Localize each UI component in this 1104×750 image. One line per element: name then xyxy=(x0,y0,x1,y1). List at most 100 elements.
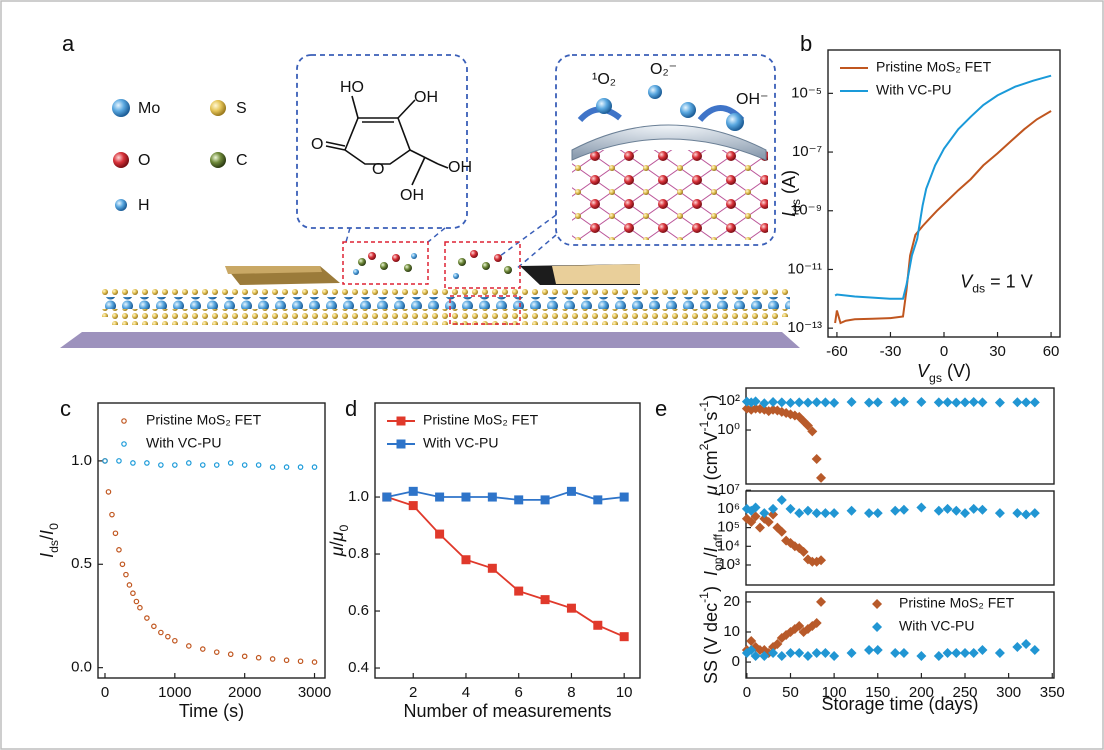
label-part: ) xyxy=(701,586,721,592)
s-row xyxy=(100,288,790,296)
marker xyxy=(872,645,883,656)
y-axis-label: μ/μ0 xyxy=(327,525,351,558)
label-part: ) xyxy=(701,395,721,401)
x-axis-label: Number of measurements xyxy=(403,701,611,721)
marker xyxy=(933,651,944,662)
substrate xyxy=(60,332,800,348)
marker xyxy=(846,397,857,408)
series-line xyxy=(386,490,625,501)
x-tick-label: -30 xyxy=(880,343,902,360)
marker xyxy=(158,462,164,468)
x-tick-label: 0 xyxy=(940,343,948,360)
molecule-bonds xyxy=(325,95,449,186)
marker xyxy=(172,462,178,468)
label-part: ds xyxy=(789,199,803,212)
marker xyxy=(514,495,524,505)
marker xyxy=(977,645,988,656)
marker xyxy=(846,648,857,659)
marker xyxy=(1012,397,1023,408)
x-tick-label: 1000 xyxy=(158,684,191,701)
marker xyxy=(768,648,779,659)
label-part: (cm xyxy=(701,450,721,485)
marker xyxy=(121,441,127,447)
x-tick-label: 2000 xyxy=(228,684,261,701)
x-tick-label: 60 xyxy=(1043,343,1060,360)
label-part: (A) xyxy=(779,170,799,199)
marker xyxy=(816,596,827,607)
x-tick-label: 300 xyxy=(996,684,1021,701)
molecule-cluster xyxy=(353,250,512,279)
x-tick-label: 0 xyxy=(743,684,751,701)
marker xyxy=(540,495,550,505)
marker xyxy=(785,648,796,659)
marker xyxy=(811,508,822,519)
label-part: ds xyxy=(47,540,61,553)
marker xyxy=(872,622,883,632)
marker xyxy=(514,586,524,596)
marker xyxy=(746,645,757,656)
marker xyxy=(255,462,262,468)
legend-label: O xyxy=(138,152,150,169)
species-ball xyxy=(596,98,612,114)
label-part: V xyxy=(917,361,931,381)
marker xyxy=(898,396,909,407)
marker xyxy=(829,397,840,408)
y-tick-label: 10⁶ xyxy=(717,500,740,517)
marker xyxy=(112,530,119,537)
marker xyxy=(283,657,290,664)
marker xyxy=(968,397,979,408)
label-part: V xyxy=(701,432,721,444)
panel-label: a xyxy=(62,31,75,56)
label-part: on xyxy=(711,557,725,571)
label-part: Storage time (days) xyxy=(821,694,978,714)
marker xyxy=(811,454,822,465)
molecule-label: O xyxy=(372,161,384,178)
legend-label: Mo xyxy=(138,100,160,117)
electrode-top xyxy=(225,266,322,274)
marker xyxy=(811,617,822,628)
mo-row xyxy=(100,297,790,309)
marker xyxy=(126,582,133,588)
x-tick-label: 200 xyxy=(909,684,934,701)
marker xyxy=(116,547,122,553)
label-part: I xyxy=(701,547,721,552)
marker xyxy=(768,509,779,520)
marker xyxy=(102,458,108,464)
marker xyxy=(137,604,143,611)
marker xyxy=(776,495,787,506)
marker xyxy=(1021,639,1032,650)
y-axis-label: Ids/I0 xyxy=(37,523,61,558)
marker xyxy=(776,651,787,662)
marker xyxy=(123,571,129,578)
marker xyxy=(754,522,765,533)
marker xyxy=(798,546,809,557)
marker xyxy=(794,620,805,631)
marker xyxy=(487,563,497,573)
legend-atom xyxy=(113,152,129,168)
marker xyxy=(951,505,962,516)
y-tick-label: 10⁷ xyxy=(718,481,740,498)
marker xyxy=(890,648,901,659)
y-tick-label: 0.4 xyxy=(348,659,369,676)
y-tick-label: 10³ xyxy=(718,556,740,573)
series-line xyxy=(834,74,1052,300)
marker xyxy=(213,462,220,468)
marker xyxy=(829,508,840,519)
marker xyxy=(802,651,813,662)
marker xyxy=(768,397,779,408)
marker xyxy=(109,511,115,518)
marker xyxy=(396,439,406,449)
species-ball xyxy=(680,102,696,118)
marker xyxy=(794,508,805,519)
x-tick-label: 10 xyxy=(616,684,633,701)
marker xyxy=(133,598,140,605)
label-part: μ xyxy=(327,546,347,557)
molecule-label: OH xyxy=(414,89,438,106)
y-tick-label: 10⁵ xyxy=(717,519,740,536)
species-label: OH⁻ xyxy=(736,91,768,108)
marker xyxy=(119,561,126,568)
marker xyxy=(977,397,988,408)
